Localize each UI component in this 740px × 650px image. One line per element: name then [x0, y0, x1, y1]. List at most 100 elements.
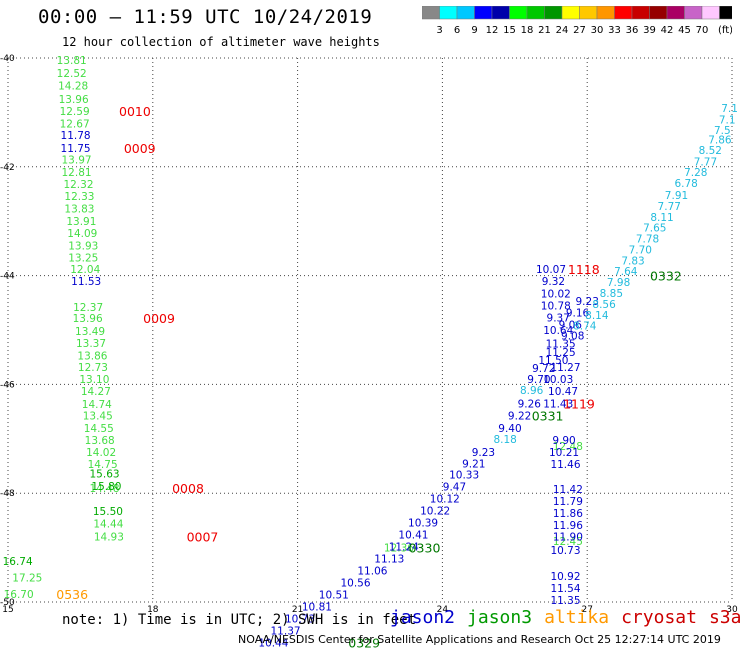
legend-s3a: s3a	[708, 607, 740, 628]
data-point-label: 15.50	[93, 506, 123, 518]
data-point-label: 14.44	[93, 519, 123, 531]
y-tick-label: -50	[0, 598, 15, 608]
data-point-label: 14.74	[82, 399, 112, 411]
data-point-label: 13.37	[76, 338, 106, 350]
data-point-label: 9.72	[532, 363, 555, 375]
colorbar-label: 27	[573, 25, 586, 36]
data-point-label: 7.64	[614, 266, 638, 278]
data-point-label: 13.68	[85, 435, 115, 447]
footnote: note: 1) Time is in UTC; 2) SWH is in fe…	[62, 612, 417, 628]
colorbar-label: 39	[643, 25, 656, 36]
colorbar-label: 24	[556, 25, 569, 36]
data-point-label: 13.96	[59, 94, 89, 106]
data-point-label: 13.91	[66, 216, 96, 228]
data-point-label: 13.83	[64, 204, 94, 216]
data-point-label: 14.02	[86, 447, 116, 459]
y-tick-label: -46	[0, 380, 15, 390]
colorbar-label: 15	[503, 25, 516, 36]
colorbar-label: 9	[471, 25, 477, 36]
data-point-label: 6.78	[674, 178, 697, 190]
data-point-label: 11.86	[553, 508, 583, 520]
y-tick-label: -48	[0, 489, 15, 499]
data-point-label: 7.83	[621, 255, 644, 267]
pass-label: 1119	[563, 396, 595, 411]
data-point-label: 10.78	[541, 301, 571, 313]
y-tick-label: -42	[0, 163, 15, 173]
data-point-label: 12.73	[78, 362, 108, 374]
data-point-label: 8.52	[699, 145, 722, 157]
data-point-label: 7.65	[643, 223, 666, 235]
data-point-label: 10.47	[548, 386, 578, 398]
data-point-label: 11.13	[374, 553, 404, 565]
pass-label: 0329	[348, 635, 380, 650]
pass-label: 0332	[650, 269, 682, 284]
data-point-label: 11.90	[553, 532, 583, 544]
data-point-label: 9.70	[527, 374, 550, 386]
data-point-label: 11.50	[538, 355, 568, 367]
data-point-label: 10.21	[549, 447, 579, 459]
data-point-label: 9.21	[462, 458, 485, 470]
data-point-label: 8.11	[650, 212, 673, 224]
pass-labels: 0010 0009 0009 0008 0007 1119 1118 0536 0330 0329…	[56, 104, 681, 650]
data-point-label: 13.96	[73, 313, 103, 325]
data-point-label: 12.59	[60, 106, 90, 118]
data-point-label: 14.55	[84, 423, 114, 435]
legend-cryosat: cryosat	[621, 607, 697, 628]
colorbar-label: 36	[626, 25, 639, 36]
data-point-label: 15.63	[90, 469, 120, 481]
data-point-label: 10.33	[449, 470, 479, 482]
data-point-label: 11.43	[543, 398, 573, 410]
pass-label: 0009	[124, 141, 156, 156]
data-point-label: 11.37	[271, 625, 301, 637]
colorbar-unit: (ft)	[718, 25, 732, 36]
data-point-label: 7.28	[684, 167, 707, 179]
data-point-label: 7.98	[607, 277, 630, 289]
x-tick-label: 27	[581, 605, 592, 615]
data-point-label: 14.93	[94, 532, 124, 544]
pass-label: 0331	[532, 408, 564, 423]
data-point-label: 8.85	[600, 288, 623, 300]
data-point-label: 9.06	[559, 320, 583, 332]
data-point-label: 10.02	[541, 289, 571, 301]
data-point-label: 9.90	[552, 435, 575, 447]
data-point-label: 15.80	[91, 481, 121, 493]
legend-jason3: jason3	[467, 607, 533, 628]
data-point-label: 13.81	[57, 55, 87, 67]
data-point-label: 11.06	[357, 565, 387, 577]
series-jason2: 11.7811.7511.5310.079.3210.0210.789.3710…	[61, 130, 599, 649]
data-point-label: 9.26	[518, 398, 542, 410]
data-point-label: 9.08	[561, 330, 584, 342]
data-point-label: 10.12	[430, 494, 460, 506]
plot-area: 15 18 21 24 27 30 -40 -42 -44 -46 -48 -50 13.8112.52…	[0, 54, 738, 650]
data-point-label: 10.03	[543, 374, 573, 386]
data-point-label: 13.45	[83, 410, 113, 422]
data-point-label: 10.51	[319, 589, 349, 601]
data-point-label: 7.86	[708, 135, 732, 147]
series-jason3: 13.8112.5214.2813.9612.5912.6713.9712.81…	[4, 55, 583, 601]
wave-height-colorbar: 3 6 9 12 15 18 21 24 27 30 33 36 39 42 45 70 (ft)	[422, 6, 732, 36]
colorbar-label: 42	[661, 25, 674, 36]
data-point-label: 9.23	[472, 447, 495, 459]
data-point-label: 14.48	[90, 483, 120, 495]
data-point-label: 11.25	[546, 347, 576, 359]
data-point-label: 7.1	[719, 114, 736, 126]
data-point-label: 12.52	[57, 68, 87, 80]
colorbar-label: 6	[454, 25, 460, 36]
data-point-label: 14.75	[88, 459, 118, 471]
data-point-label: 11.79	[553, 496, 583, 508]
colorbar-label: 33	[608, 25, 621, 36]
legend-altika: altika	[544, 607, 610, 628]
data-point-label: 11.54	[550, 583, 580, 595]
data-point-label: 9.32	[542, 276, 565, 288]
data-point-label: 17.25	[12, 573, 42, 585]
data-point-label: 11.75	[61, 143, 91, 155]
data-point-label: 13.25	[68, 253, 98, 265]
data-point-label: 13.93	[68, 241, 98, 253]
page-subtitle: 12 hour collection of altimeter wave hei…	[62, 35, 380, 49]
data-point-label: 12.81	[62, 167, 92, 179]
data-point-label: 9.47	[443, 482, 466, 494]
data-point-label: 11.35	[550, 595, 580, 607]
data-point-label: 14.28	[58, 81, 88, 93]
data-point-label: 11.35	[546, 339, 576, 351]
